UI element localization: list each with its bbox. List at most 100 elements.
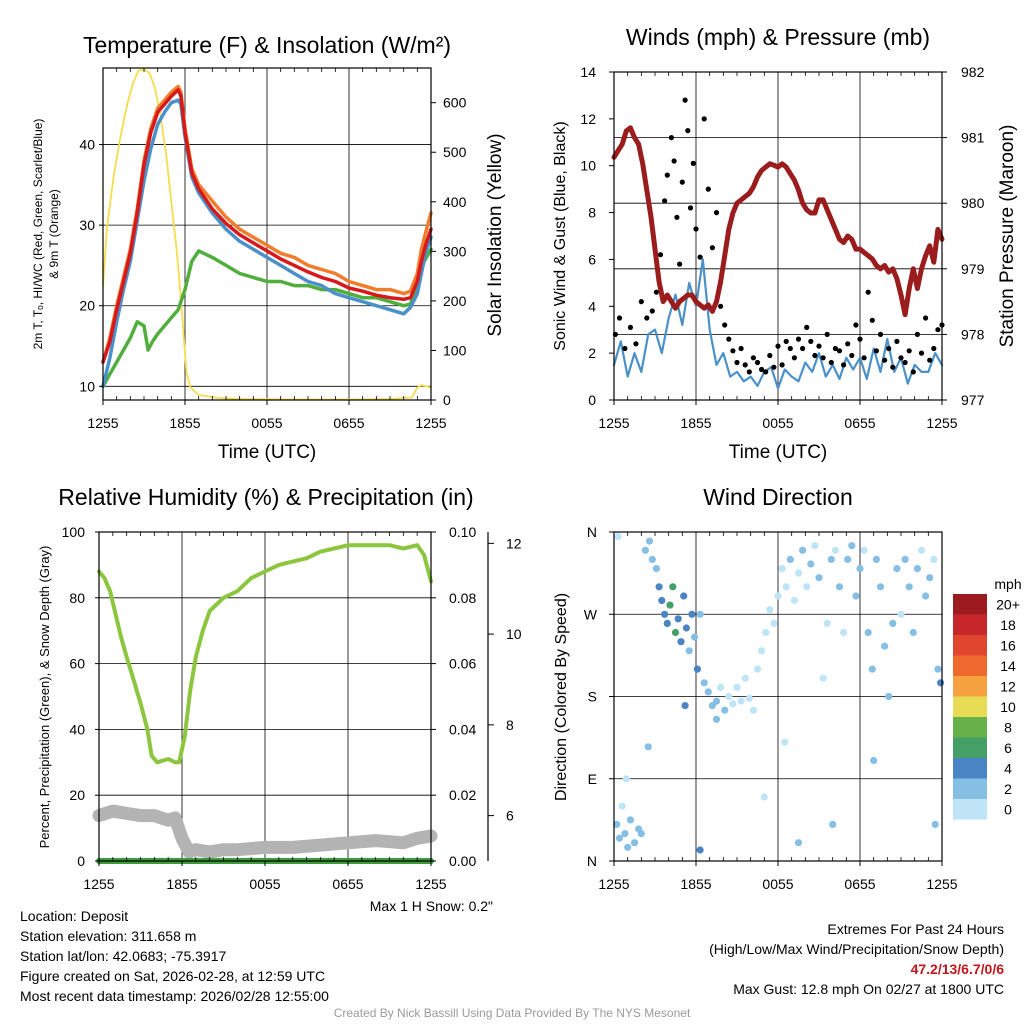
- gust-point: [713, 210, 720, 216]
- gust-point: [918, 350, 925, 356]
- gust-point: [783, 338, 789, 344]
- gust-point: [734, 359, 740, 366]
- wind-direction-point: [766, 606, 774, 614]
- extremes-subtitle: (High/Low/Max Wind/Precipitation/Snow De…: [709, 941, 1004, 957]
- gust-point: [898, 355, 904, 361]
- gust-point: [804, 324, 810, 330]
- temp-y2tick-label: 0: [443, 392, 451, 408]
- wind-direction-point: [700, 679, 708, 687]
- wdir-ytick-label: N: [587, 853, 597, 869]
- temp-xtick-label: 0655: [333, 415, 364, 431]
- rh-ytick-label: 80: [69, 590, 85, 606]
- colorbar-swatch: [953, 737, 987, 758]
- wind-direction-point: [663, 619, 671, 628]
- gust-point: [677, 261, 683, 267]
- wdir-xtick-label: 0055: [762, 876, 793, 892]
- wind-direction-point: [922, 592, 930, 600]
- wind-direction-point: [819, 674, 827, 682]
- wind-direction-point: [872, 555, 881, 564]
- temp-ytick-label: 20: [79, 298, 95, 314]
- gust-point: [923, 315, 929, 321]
- wind-direction-point: [745, 694, 753, 702]
- wind-direction-point: [905, 583, 913, 591]
- wind-direction-point: [827, 555, 835, 564]
- wind-y2tick-label: 982: [961, 64, 985, 80]
- wind-direction-point: [840, 628, 848, 637]
- wind-direction-point: [658, 596, 666, 605]
- created-text: Figure created on Sat, 2026-02-28, at 12…: [20, 968, 326, 984]
- gust-point: [687, 205, 694, 211]
- wind-direction-point: [770, 619, 778, 628]
- wind-direction-point: [885, 692, 893, 701]
- rh-ytick-label: 100: [62, 524, 86, 540]
- gust-point: [627, 324, 634, 330]
- wind-direction-point: [760, 793, 768, 801]
- location-text: Location: Deposit: [20, 908, 129, 924]
- wind-xtick-label: 1855: [680, 415, 711, 431]
- snow-tick-label: 12: [506, 535, 522, 551]
- wind-direction-point: [712, 715, 721, 723]
- gust-point: [709, 245, 716, 251]
- wind-direction-point: [811, 542, 819, 550]
- gust-point: [705, 186, 711, 192]
- wind-direction-point: [691, 633, 699, 641]
- wind-direction-point: [856, 565, 864, 573]
- wind-direction-point: [937, 679, 945, 687]
- gust-point: [730, 348, 736, 354]
- wind-direction-point: [704, 688, 712, 696]
- wind-xtick-label: 1255: [926, 415, 957, 431]
- wind-direction-point: [622, 775, 630, 783]
- precip-tick-label: 0.04: [449, 721, 476, 737]
- wind-direction-point: [848, 542, 856, 550]
- gust-point: [685, 128, 691, 134]
- wdir-ytick-label: N: [587, 524, 597, 540]
- gust-point: [750, 355, 757, 361]
- gust-point: [633, 341, 639, 347]
- wind-direction-point: [669, 583, 677, 591]
- wind-direction-point: [621, 830, 629, 838]
- gust-point: [906, 348, 912, 354]
- gust-point: [935, 327, 941, 333]
- wind-direction-point: [624, 843, 632, 851]
- gust-point: [671, 158, 677, 164]
- wdir-ylabel: Direction (Colored By Speed): [553, 593, 570, 801]
- gust-point: [857, 336, 863, 342]
- wind-direction-point: [823, 619, 831, 628]
- gust-point: [808, 338, 814, 344]
- gust-point: [882, 357, 888, 363]
- wind-direction-point: [897, 610, 905, 618]
- wind-xtick-label: 1255: [598, 415, 629, 431]
- wind-direction-point: [913, 565, 922, 573]
- wind-direction-point: [790, 596, 799, 605]
- gust-point: [668, 135, 675, 141]
- colorbar-swatch: [953, 676, 987, 697]
- wind-direction-point: [926, 574, 934, 582]
- gust-point: [662, 198, 668, 204]
- colorbar-label: 2: [1004, 781, 1012, 797]
- pressure-line: [611, 125, 945, 318]
- gust-point: [763, 369, 769, 375]
- wind-direction-point: [864, 628, 872, 637]
- wind-ytick-label: 0: [588, 392, 596, 408]
- gust-point: [649, 308, 655, 314]
- rh-chart-title: Relative Humidity (%) & Precipitation (i…: [58, 484, 473, 510]
- wind-ytick-label: 14: [580, 64, 596, 80]
- wind-direction-point: [889, 619, 897, 628]
- wind-direction-point: [749, 706, 758, 714]
- wind-direction-point: [696, 610, 704, 618]
- gust-point: [820, 355, 826, 361]
- rh-ytick-label: 20: [69, 787, 85, 803]
- gust-point: [861, 355, 867, 361]
- gust-point: [787, 345, 793, 352]
- gust-point: [910, 369, 916, 375]
- rh-xtick-label: 0655: [332, 876, 363, 892]
- precip-tick-label: 0.10: [449, 524, 476, 540]
- wind-direction-point: [682, 624, 691, 632]
- wind-xtick-label: 0655: [844, 415, 875, 431]
- rh-ylabel: Percent, Precipitation (Green), & Snow D…: [37, 546, 52, 849]
- max-gust-text: Max Gust: 12.8 mph On 02/27 at 1800 UTC: [733, 981, 1004, 997]
- colorbar-label: 16: [1000, 637, 1016, 653]
- extremes-title: Extremes For Past 24 Hours: [827, 921, 1004, 937]
